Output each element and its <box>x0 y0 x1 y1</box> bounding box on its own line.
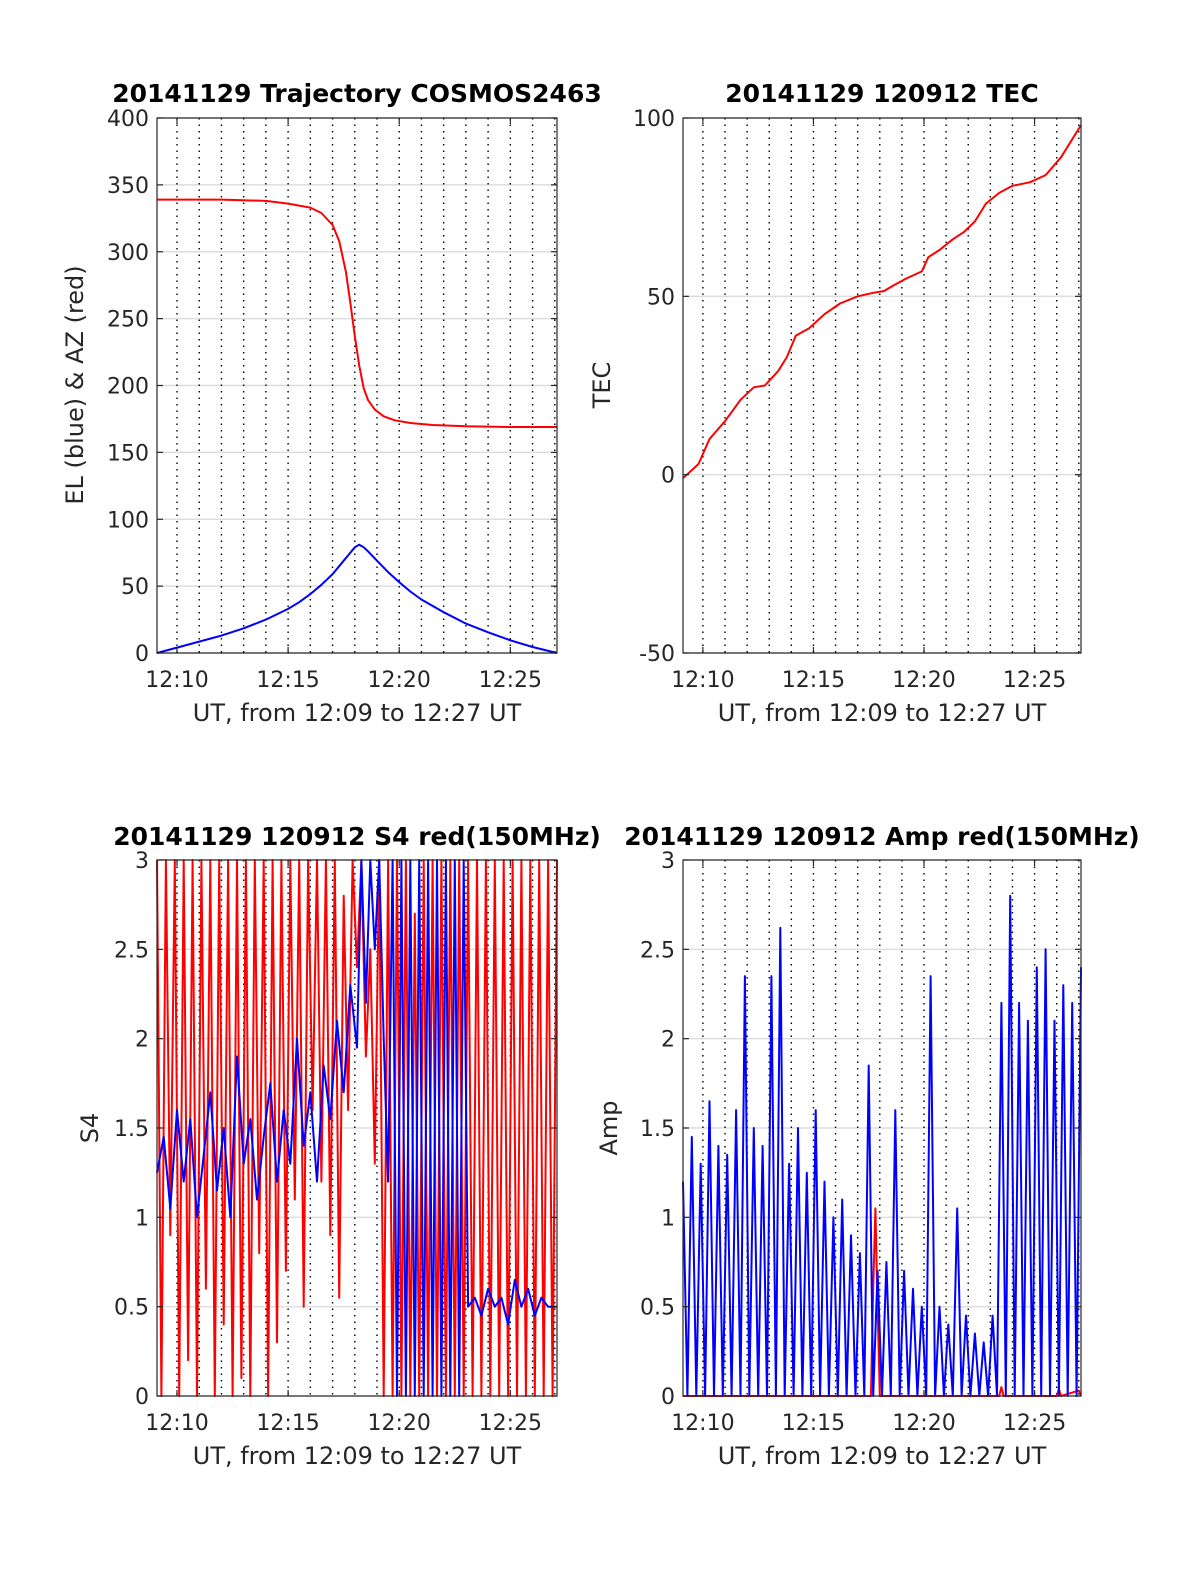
tec-ytick-label: 0 <box>661 464 675 489</box>
s4-panel: 0 0.5 1 1.5 2 2.5 3 12:10 12:15 12:20 12:25 201411… <box>76 822 601 1470</box>
s4-ytick-label: 1.5 <box>114 1117 149 1142</box>
s4-ylabel: S4 <box>76 1113 104 1144</box>
s4-ytick-label: 2.5 <box>114 938 149 963</box>
tec-ytick-label: 100 <box>633 107 675 132</box>
trajectory-title: 20141129 Trajectory COSMOS2463 <box>112 79 602 108</box>
s4-xlabel: UT, from 12:09 to 12:27 UT <box>193 1442 522 1470</box>
trajectory-xtick-label: 12:25 <box>479 668 542 693</box>
trajectory-panel: 0 50 100 150 200 250 300 350 400 12:10 12:15 12:20 1… <box>61 79 602 727</box>
s4-series-blue-line <box>156 859 557 1397</box>
amp-ytick-label: 0 <box>661 1385 675 1410</box>
amp-ytick-label: 2.5 <box>640 938 675 963</box>
tec-xtick-label: 12:15 <box>782 668 845 693</box>
trajectory-ytick-label: 250 <box>107 308 149 333</box>
tec-ytick-label: -50 <box>639 642 675 667</box>
trajectory-xlabel: UT, from 12:09 to 12:27 UT <box>193 699 522 727</box>
trajectory-ytick-label: 50 <box>121 575 149 600</box>
s4-ytick-label: 0 <box>135 1385 149 1410</box>
amp-ytick-label: 2 <box>661 1028 675 1053</box>
trajectory-series-blue-line <box>156 543 558 654</box>
amp-plot-content: 0 0.5 1 1.5 2 2.5 3 12:10 12:15 12:20 12:25 <box>640 849 1082 1436</box>
s4-xtick-label: 12:10 <box>145 1411 208 1436</box>
trajectory-plot-content: 0 50 100 150 200 250 300 350 400 12:10 12:15 12:20 1… <box>107 107 558 693</box>
trajectory-xtick-label: 12:10 <box>145 668 208 693</box>
tec-title: 20141129 120912 TEC <box>725 79 1038 108</box>
s4-ytick-label: 0.5 <box>114 1296 149 1321</box>
trajectory-ytick-label: 300 <box>107 241 149 266</box>
tec-xlabel: UT, from 12:09 to 12:27 UT <box>718 699 1047 727</box>
amp-xtick-label: 12:20 <box>892 1411 955 1436</box>
tec-plot-area <box>683 118 1081 653</box>
tec-series-red-line <box>682 124 1082 479</box>
tec-ylabel: TEC <box>588 362 616 410</box>
amp-series-red-line <box>683 1207 1082 1397</box>
trajectory-xtick-label: 12:20 <box>368 668 431 693</box>
trajectory-ytick-label: 150 <box>107 441 149 466</box>
tec-ytick-label: 50 <box>647 285 675 310</box>
amp-ylabel: Amp <box>595 1100 623 1155</box>
trajectory-xtick-label: 12:15 <box>256 668 319 693</box>
amp-xtick-label: 12:10 <box>671 1411 734 1436</box>
s4-ytick-label: 2 <box>135 1028 149 1053</box>
amp-xtick-label: 12:15 <box>782 1411 845 1436</box>
trajectory-ytick-label: 200 <box>107 375 149 400</box>
trajectory-ytick-label: 350 <box>107 174 149 199</box>
amp-ytick-label: 1.5 <box>640 1117 675 1142</box>
amp-title: 20141129 120912 Amp red(150MHz) <box>624 822 1140 851</box>
amp-xlabel: UT, from 12:09 to 12:27 UT <box>718 1442 1047 1470</box>
tec-xtick-label: 12:25 <box>1003 668 1066 693</box>
s4-ytick-label: 1 <box>135 1206 149 1231</box>
tec-xtick-label: 12:20 <box>892 668 955 693</box>
amp-ytick-label: 3 <box>661 849 675 874</box>
trajectory-ytick-label: 400 <box>107 107 149 132</box>
s4-plot-content: 0 0.5 1 1.5 2 2.5 3 12:10 12:15 12:20 12:25 <box>114 849 558 1436</box>
amp-xtick-label: 12:25 <box>1003 1411 1066 1436</box>
trajectory-ylabel: EL (blue) & AZ (red) <box>61 265 89 504</box>
amp-ytick-label: 1 <box>661 1206 675 1231</box>
s4-title: 20141129 120912 S4 red(150MHz) <box>113 822 601 851</box>
s4-xtick-label: 12:20 <box>368 1411 431 1436</box>
tec-panel: -50 0 50 100 12:10 12:15 12:20 12:25 20141129 1… <box>588 79 1082 727</box>
s4-xtick-label: 12:25 <box>479 1411 542 1436</box>
s4-ytick-label: 3 <box>135 849 149 874</box>
tec-xtick-label: 12:10 <box>671 668 734 693</box>
tec-axes-box <box>682 117 1082 654</box>
amp-ytick-label: 0.5 <box>640 1296 675 1321</box>
trajectory-series-red-line <box>157 198 557 428</box>
amp-panel: 0 0.5 1 1.5 2 2.5 3 12:10 12:15 12:20 12:25 201411… <box>595 822 1140 1470</box>
trajectory-ytick-label: 0 <box>135 642 149 667</box>
s4-xtick-label: 12:15 <box>256 1411 319 1436</box>
tec-plot-content: -50 0 50 100 12:10 12:15 12:20 12:25 <box>633 107 1082 693</box>
trajectory-ytick-label: 100 <box>107 508 149 533</box>
